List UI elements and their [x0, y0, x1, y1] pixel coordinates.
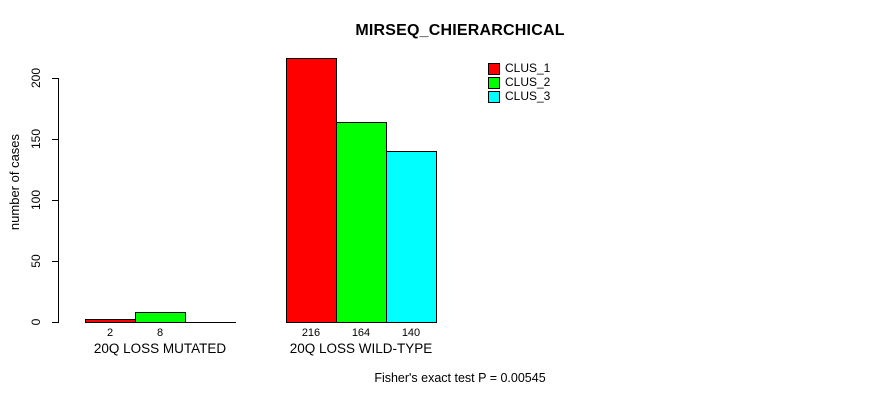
chart-title: MIRSEQ_CHIERARCHICAL	[355, 22, 565, 39]
legend-swatch-clus3-icon	[488, 90, 500, 103]
legend-swatch-clus1-icon	[488, 62, 500, 75]
bar-clus_2-2	[336, 122, 387, 323]
bar-value-label: 8	[156, 327, 164, 339]
bar-value-label: 164	[351, 327, 371, 339]
y-tick-mark	[52, 139, 59, 140]
y-tick-label: 100	[29, 189, 43, 211]
y-tick-mark	[52, 322, 59, 323]
y-tick-label: 0	[29, 318, 43, 326]
bar-clus_1-1	[85, 319, 136, 323]
bar-clus_3-2	[386, 151, 437, 323]
legend-label-clus2: CLUS_2	[505, 75, 551, 89]
legend-item-clus2: CLUS_2	[488, 76, 550, 89]
footnote: Fisher's exact test P = 0.00545	[374, 371, 546, 385]
legend-item-clus3: CLUS_3	[488, 90, 550, 103]
y-tick-label: 200	[29, 67, 43, 89]
legend-label-clus1: CLUS_1	[505, 61, 551, 75]
bar-clus_1-2	[286, 58, 337, 323]
bar-clus_3-1-zero	[185, 322, 236, 323]
y-tick-mark	[52, 78, 59, 79]
legend-swatch-clus2-icon	[488, 76, 500, 89]
x-category-label: 20Q LOSS MUTATED	[93, 341, 227, 356]
bar-value-label: 2	[106, 327, 114, 339]
y-tick-mark	[52, 261, 59, 262]
legend-item-clus1: CLUS_1	[488, 62, 550, 75]
bar-value-label: 216	[301, 327, 321, 339]
x-category-label: 20Q LOSS WILD-TYPE	[289, 341, 433, 356]
y-tick-mark	[52, 200, 59, 201]
legend-label-clus3: CLUS_3	[505, 89, 551, 103]
legend: CLUS_1 CLUS_2 CLUS_3	[488, 62, 550, 103]
y-tick-label: 50	[29, 254, 43, 268]
y-tick-label: 150	[29, 128, 43, 150]
bar-value-label: 140	[401, 327, 421, 339]
bar-clus_2-1	[135, 312, 186, 323]
